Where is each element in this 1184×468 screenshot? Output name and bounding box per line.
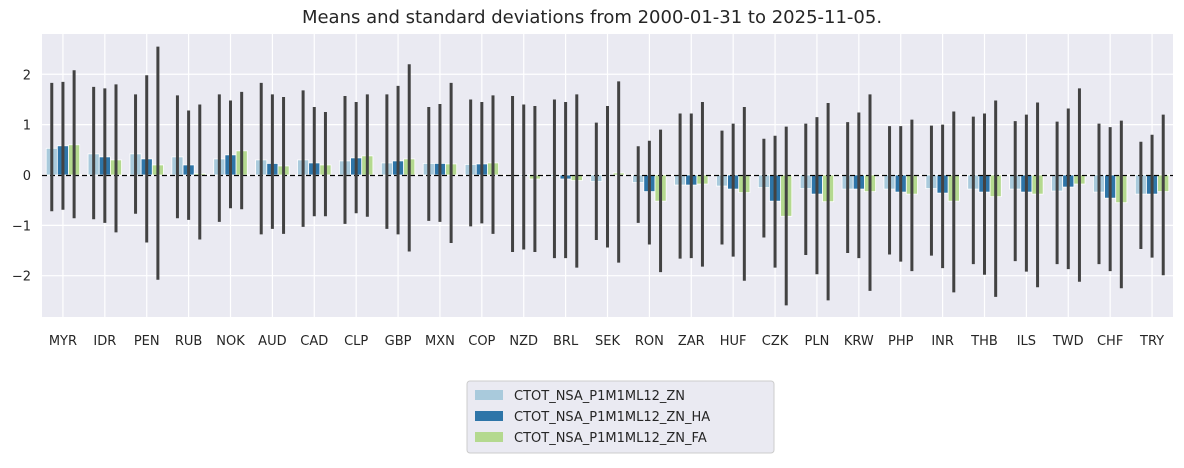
- x-tick-label: COP: [468, 334, 495, 349]
- x-tick-label: BRL: [553, 334, 579, 349]
- x-tick-label: AUD: [258, 334, 286, 349]
- legend-label: CTOT_NSA_P1M1ML12_ZN_HA: [514, 410, 710, 425]
- x-tick-label: THB: [970, 334, 998, 349]
- x-tick-label: PHP: [888, 334, 914, 349]
- x-tick-label: PLN: [805, 334, 830, 349]
- x-tick-label: MYR: [49, 334, 77, 349]
- y-tick-label: 0: [23, 169, 31, 184]
- x-axis-ticks: MYR IDR PEN RUB NOK AUD CAD CLP GBP MXN COP NZD BRL S…: [49, 334, 1164, 349]
- legend-swatch: [475, 411, 503, 421]
- x-tick-label: GBP: [385, 334, 412, 349]
- x-tick-label: SEK: [595, 334, 620, 349]
- x-tick-label: TWD: [1052, 334, 1084, 349]
- legend-swatch: [475, 432, 503, 442]
- y-tick-label: −2: [12, 270, 31, 285]
- x-tick-label: HUF: [720, 334, 747, 349]
- x-tick-label: KRW: [844, 334, 874, 349]
- x-tick-label: TRY: [1139, 334, 1164, 349]
- x-tick-label: PEN: [134, 334, 160, 349]
- y-tick-label: −1: [12, 219, 31, 234]
- x-tick-label: RUB: [175, 334, 202, 349]
- legend-swatch: [475, 390, 503, 400]
- y-tick-label: 2: [23, 68, 31, 83]
- x-tick-label: RON: [635, 334, 664, 349]
- legend-box: [466, 380, 775, 454]
- x-tick-label: ILS: [1017, 334, 1036, 349]
- x-tick-label: NOK: [216, 334, 245, 349]
- x-tick-label: MXN: [425, 334, 455, 349]
- chart-title: Means and standard deviations from 2000-…: [302, 7, 882, 28]
- legend-label: CTOT_NSA_P1M1ML12_ZN_FA: [514, 431, 707, 446]
- x-tick-label: CZK: [762, 334, 789, 349]
- legend-label: CTOT_NSA_P1M1ML12_ZN: [514, 389, 685, 404]
- x-tick-label: CAD: [300, 334, 328, 349]
- error-bars: [50, 46, 1165, 306]
- legend: CTOT_NSA_P1M1ML12_ZN CTOT_NSA_P1M1ML12_ZN…: [466, 380, 775, 454]
- y-axis-ticks: −2 −1 0 1 2: [12, 68, 31, 284]
- x-tick-label: ZAR: [678, 334, 705, 349]
- y-tick-label: 1: [23, 119, 31, 134]
- x-tick-label: INR: [931, 334, 954, 349]
- x-tick-label: CLP: [344, 334, 368, 349]
- x-tick-label: IDR: [93, 334, 116, 349]
- x-tick-label: NZD: [509, 334, 538, 349]
- x-tick-label: CHF: [1097, 334, 1123, 349]
